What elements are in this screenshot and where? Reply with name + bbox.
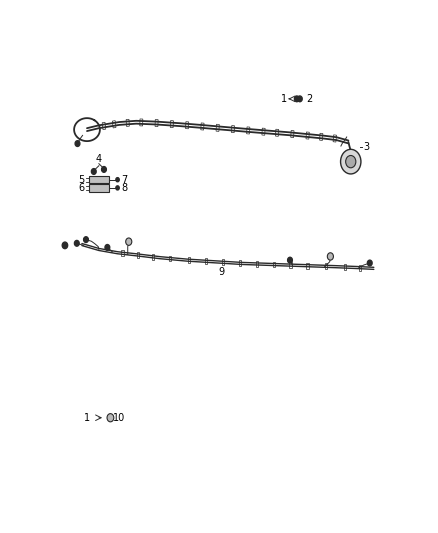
- Circle shape: [327, 253, 333, 260]
- Bar: [121, 251, 124, 256]
- Bar: [247, 127, 250, 134]
- Bar: [262, 128, 265, 135]
- Text: 1: 1: [84, 413, 90, 423]
- Circle shape: [105, 245, 110, 251]
- Circle shape: [84, 237, 88, 243]
- Bar: [222, 260, 224, 265]
- Bar: [155, 119, 158, 126]
- Circle shape: [62, 242, 67, 248]
- Bar: [152, 254, 154, 260]
- Circle shape: [74, 240, 79, 246]
- Text: 3: 3: [364, 142, 370, 152]
- Bar: [126, 119, 129, 126]
- Bar: [187, 257, 190, 263]
- Text: 9: 9: [218, 268, 224, 278]
- Bar: [320, 133, 323, 140]
- Bar: [307, 263, 309, 269]
- Bar: [201, 123, 204, 130]
- Circle shape: [116, 177, 119, 182]
- Bar: [333, 135, 336, 142]
- Text: 2: 2: [306, 94, 312, 104]
- Bar: [102, 122, 106, 130]
- Bar: [306, 132, 309, 139]
- Circle shape: [126, 238, 132, 245]
- Bar: [255, 261, 258, 267]
- Bar: [290, 262, 292, 268]
- Circle shape: [102, 166, 106, 172]
- Bar: [216, 124, 219, 131]
- Bar: [113, 120, 116, 128]
- Bar: [239, 261, 241, 266]
- Bar: [359, 265, 361, 271]
- Bar: [344, 264, 346, 270]
- Circle shape: [341, 149, 361, 174]
- Text: 4: 4: [96, 154, 102, 164]
- Text: 1: 1: [281, 94, 287, 104]
- Bar: [276, 129, 279, 136]
- Bar: [170, 120, 173, 128]
- Circle shape: [294, 96, 299, 102]
- Circle shape: [297, 96, 302, 102]
- Circle shape: [288, 257, 292, 263]
- Circle shape: [116, 186, 119, 190]
- Bar: [291, 131, 294, 138]
- Circle shape: [107, 414, 114, 422]
- Bar: [231, 126, 235, 133]
- Bar: [325, 263, 328, 269]
- Circle shape: [75, 141, 80, 147]
- Bar: [88, 184, 109, 191]
- Circle shape: [346, 156, 356, 168]
- Text: 8: 8: [121, 183, 127, 193]
- Bar: [205, 259, 207, 264]
- Bar: [169, 256, 171, 262]
- Bar: [272, 262, 275, 268]
- Text: 10: 10: [113, 413, 125, 423]
- Bar: [88, 176, 109, 183]
- Circle shape: [367, 260, 372, 266]
- Text: 6: 6: [78, 183, 85, 193]
- Text: 5: 5: [78, 175, 85, 185]
- Circle shape: [92, 168, 96, 174]
- Bar: [186, 122, 189, 129]
- Bar: [140, 119, 143, 126]
- Text: 7: 7: [121, 175, 127, 185]
- Bar: [137, 252, 139, 258]
